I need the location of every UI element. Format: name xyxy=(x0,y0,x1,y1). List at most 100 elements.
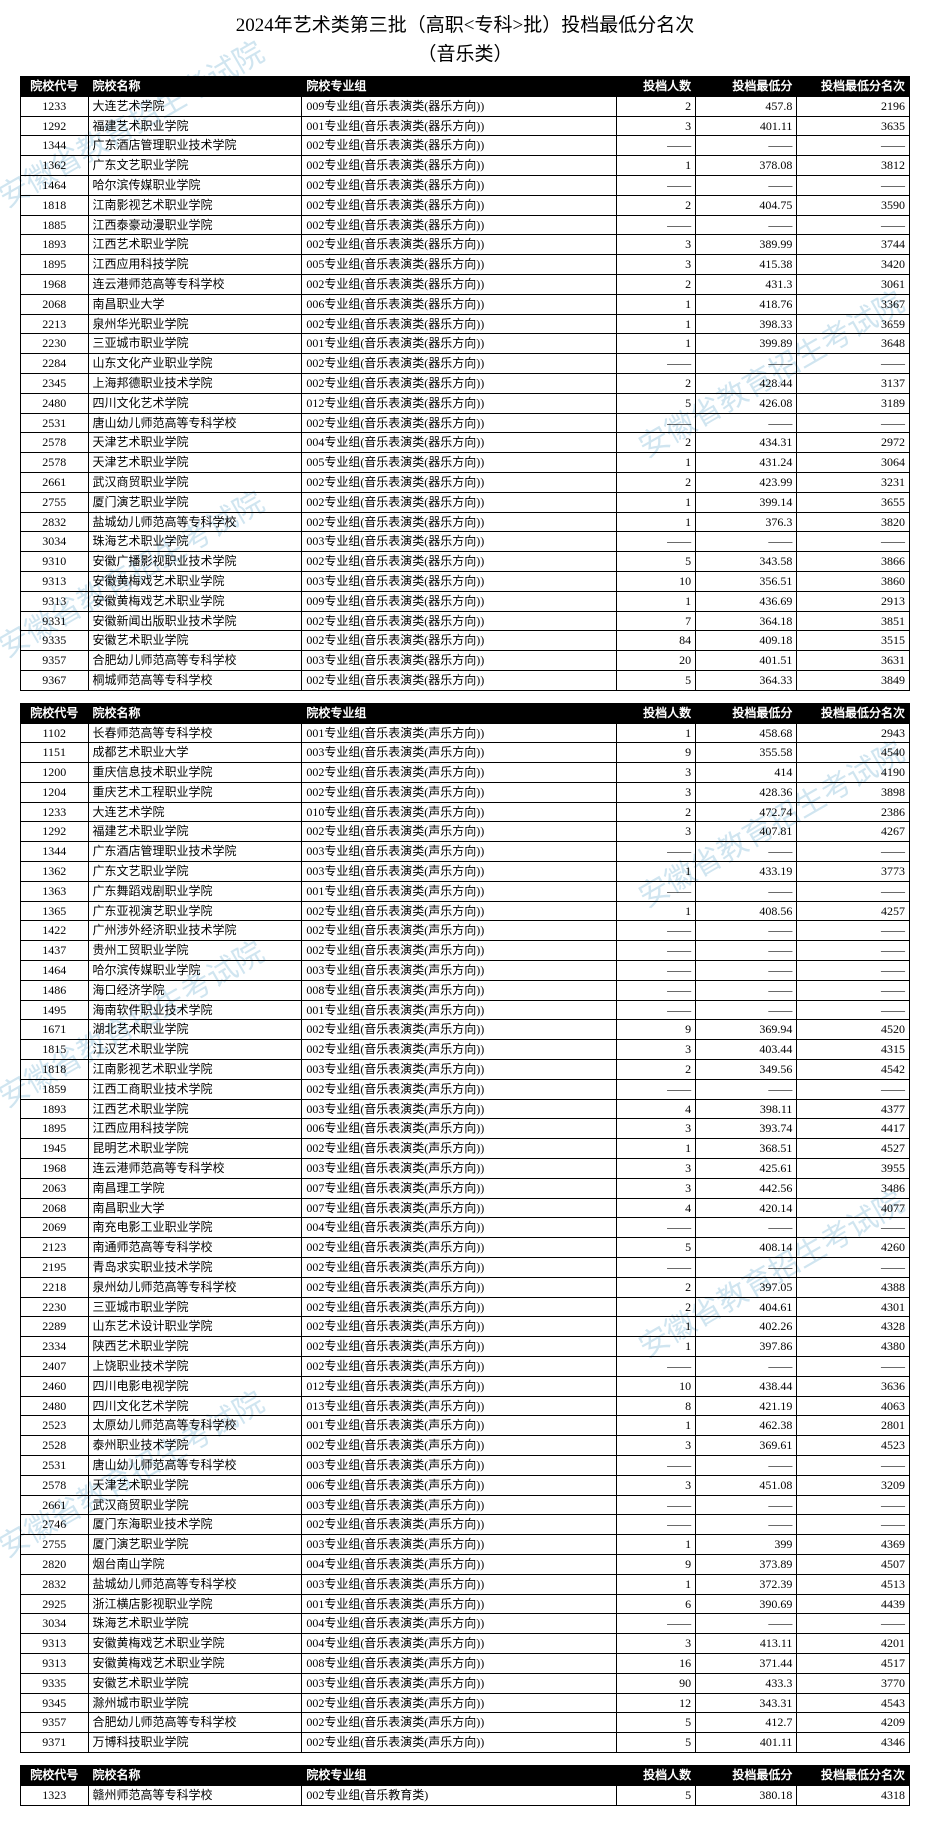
table-cell: 407.81 xyxy=(696,822,797,842)
table-cell: 2069 xyxy=(21,1218,89,1238)
header-name: 院校名称 xyxy=(88,703,302,723)
table-cell: 1 xyxy=(617,512,696,532)
table-cell: 江西艺术职业学院 xyxy=(88,235,302,255)
table-row: 2531唐山幼儿师范高等专科学校003专业组(音乐表演类(声乐方向))—————… xyxy=(21,1455,910,1475)
table-cell: —— xyxy=(617,1079,696,1099)
header-group: 院校专业组 xyxy=(302,77,617,97)
table-cell: —— xyxy=(617,1614,696,1634)
table-cell: 378.08 xyxy=(696,156,797,176)
table-cell: 1 xyxy=(617,1317,696,1337)
table-row: 1233大连艺术学院010专业组(音乐表演类(声乐方向))2472.742386 xyxy=(21,802,910,822)
table-cell: 广东酒店管理职业技术学院 xyxy=(88,842,302,862)
table-cell: 南昌职业大学 xyxy=(88,294,302,314)
table-cell: 343.58 xyxy=(696,552,797,572)
table-cell: —— xyxy=(696,136,797,156)
table-cell: 2913 xyxy=(797,591,910,611)
table-cell: —— xyxy=(617,136,696,156)
table-cell: —— xyxy=(696,1614,797,1634)
table-row: 2755厦门演艺职业学院002专业组(音乐表演类(器乐方向))1399.1436… xyxy=(21,492,910,512)
table-cell: 002专业组(音乐表演类(器乐方向)) xyxy=(302,235,617,255)
table-cell: 成都艺术职业大学 xyxy=(88,743,302,763)
table-cell: 438.44 xyxy=(696,1376,797,1396)
table-cell: 4513 xyxy=(797,1574,910,1594)
table-row: 9313安徽黄梅戏艺术职业学院008专业组(音乐表演类(声乐方向))16371.… xyxy=(21,1653,910,1673)
header-name: 院校名称 xyxy=(88,1765,302,1785)
table-cell: 天津艺术职业学院 xyxy=(88,433,302,453)
table-cell: 3 xyxy=(617,1436,696,1456)
table-cell: 2068 xyxy=(21,1198,89,1218)
table-cell: 457.8 xyxy=(696,96,797,116)
table-education: 院校代号 院校名称 院校专业组 投档人数 投档最低分 投档最低分名次 1323赣… xyxy=(20,1765,910,1806)
table-cell: —— xyxy=(797,921,910,941)
table-cell: 3 xyxy=(617,1634,696,1654)
table-cell: 1233 xyxy=(21,802,89,822)
table-row: 2528泰州职业技术学院002专业组(音乐表演类(声乐方向))3369.6145… xyxy=(21,1436,910,1456)
table-row: 2123南通师范高等专科学校002专业组(音乐表演类(声乐方向))5408.14… xyxy=(21,1238,910,1258)
table-cell: 3866 xyxy=(797,552,910,572)
table-cell: 002专业组(音乐表演类(器乐方向)) xyxy=(302,175,617,195)
table-cell: 397.86 xyxy=(696,1337,797,1357)
table-cell: 3849 xyxy=(797,670,910,690)
table-cell: 1 xyxy=(617,723,696,743)
table-cell: 3812 xyxy=(797,156,910,176)
table-cell: 泉州幼儿师范高等专科学校 xyxy=(88,1277,302,1297)
table-cell: 1362 xyxy=(21,862,89,882)
table-cell: 426.08 xyxy=(696,393,797,413)
table-cell: 005专业组(音乐表演类(器乐方向)) xyxy=(302,255,617,275)
table-cell: 1323 xyxy=(21,1785,89,1805)
table-cell: 江西应用科技学院 xyxy=(88,255,302,275)
table-cell: 海南软件职业技术学院 xyxy=(88,1000,302,1020)
table-row: 2460四川电影电视学院012专业组(音乐表演类(声乐方向))10438.443… xyxy=(21,1376,910,1396)
table-cell: 唐山幼儿师范高等专科学校 xyxy=(88,1455,302,1475)
table-cell: 355.58 xyxy=(696,743,797,763)
table-cell: 002专业组(音乐表演类(器乐方向)) xyxy=(302,274,617,294)
table-row: 9357合肥幼儿师范高等专科学校002专业组(音乐表演类(声乐方向))5412.… xyxy=(21,1713,910,1733)
table-cell: —— xyxy=(696,842,797,862)
table-cell: 4 xyxy=(617,1198,696,1218)
table-cell: 002专业组(音乐表演类(声乐方向)) xyxy=(302,1297,617,1317)
table-row: 1815江汉艺术职业学院002专业组(音乐表演类(声乐方向))3403.4443… xyxy=(21,1040,910,1060)
table-cell: 2661 xyxy=(21,1495,89,1515)
table-cell: —— xyxy=(797,1218,910,1238)
table-cell: 广州涉外经济职业技术学院 xyxy=(88,921,302,941)
table-cell: 1362 xyxy=(21,156,89,176)
table-row: 2578天津艺术职业学院006专业组(音乐表演类(声乐方向))3451.0832… xyxy=(21,1475,910,1495)
table-cell: 408.14 xyxy=(696,1238,797,1258)
table-cell: 007专业组(音乐表演类(声乐方向)) xyxy=(302,1178,617,1198)
table-cell: 002专业组(音乐表演类(声乐方向)) xyxy=(302,941,617,961)
table-cell: 9345 xyxy=(21,1693,89,1713)
table-cell: 413.11 xyxy=(696,1634,797,1654)
table-cell: —— xyxy=(696,1495,797,1515)
table-cell: —— xyxy=(696,1218,797,1238)
table-cell: —— xyxy=(797,413,910,433)
table-cell: 003专业组(音乐表演类(声乐方向)) xyxy=(302,1574,617,1594)
table-cell: 南通师范高等专科学校 xyxy=(88,1238,302,1258)
table-cell: 1 xyxy=(617,492,696,512)
table-cell: 武汉商贸职业学院 xyxy=(88,1495,302,1515)
table-cell: 002专业组(音乐表演类(器乐方向)) xyxy=(302,373,617,393)
table-cell: 安徽黄梅戏艺术职业学院 xyxy=(88,571,302,591)
table-row: 1437贵州工贸职业学院002专业组(音乐表演类(声乐方向))—————— xyxy=(21,941,910,961)
table-cell: 401.51 xyxy=(696,651,797,671)
table-cell: 472.74 xyxy=(696,802,797,822)
table-cell: 002专业组(音乐表演类(声乐方向)) xyxy=(302,1020,617,1040)
table-cell: —— xyxy=(797,354,910,374)
table-row: 2832盐城幼儿师范高等专科学校003专业组(音乐表演类(声乐方向))1372.… xyxy=(21,1574,910,1594)
table-cell: 402.26 xyxy=(696,1317,797,1337)
table-cell: 2578 xyxy=(21,1475,89,1495)
table-cell: 1 xyxy=(617,1337,696,1357)
table-cell: 大连艺术学院 xyxy=(88,802,302,822)
table-cell: 2820 xyxy=(21,1554,89,1574)
table-cell: 1422 xyxy=(21,921,89,941)
table-cell: 9335 xyxy=(21,631,89,651)
table-cell: 90 xyxy=(617,1673,696,1693)
table-cell: 3 xyxy=(617,235,696,255)
table-cell: 004专业组(音乐表演类(声乐方向)) xyxy=(302,1218,617,1238)
page-subtitle: （音乐类） xyxy=(20,39,910,66)
table-cell: 滁州城市职业学院 xyxy=(88,1693,302,1713)
table-cell: 349.56 xyxy=(696,1060,797,1080)
table-cell: 1486 xyxy=(21,980,89,1000)
table-cell: 398.33 xyxy=(696,314,797,334)
table-cell: 1200 xyxy=(21,763,89,783)
table-cell: 002专业组(音乐表演类(器乐方向)) xyxy=(302,670,617,690)
